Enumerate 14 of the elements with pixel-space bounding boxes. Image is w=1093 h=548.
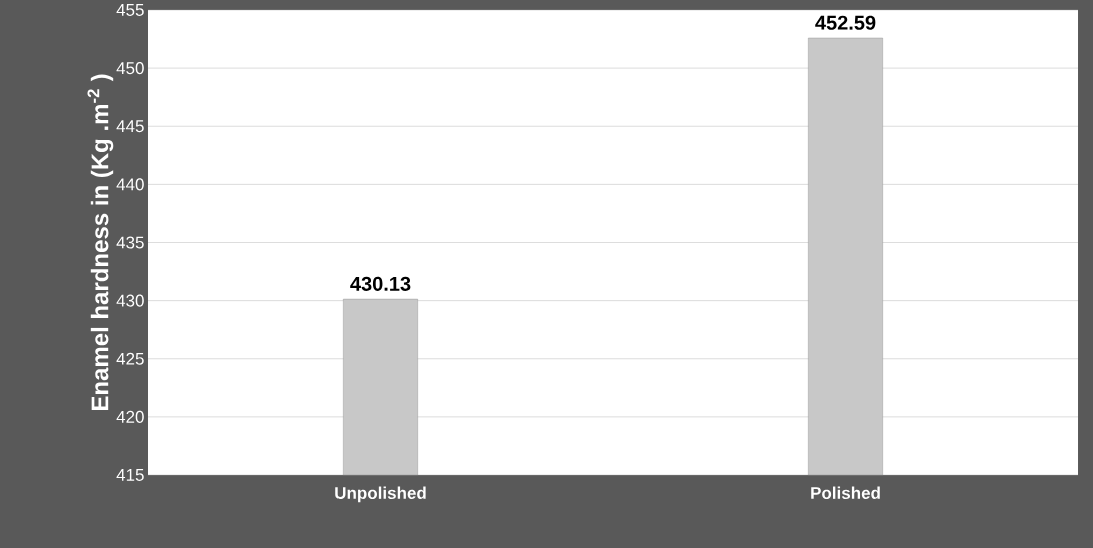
y-tick-label: 420	[116, 410, 144, 423]
y-tick-label: 430	[116, 294, 144, 307]
data-label: 430.13	[350, 276, 411, 291]
x-tick-label: Unpolished	[335, 486, 426, 503]
y-tick-label: 425	[116, 352, 144, 365]
y-tick-label: 415	[116, 469, 144, 481]
x-tick-label: Polished	[811, 486, 880, 500]
y-tick-label: 435	[116, 236, 144, 249]
y-tick-label: 440	[116, 178, 144, 191]
y-axis-title: Enamel hardness in (Kg .m$^{-2}$ )	[87, 74, 114, 410]
y-tick-label: 455	[116, 4, 144, 16]
y-tick-label: 445	[116, 120, 144, 133]
y-tick-label: 450	[116, 62, 144, 75]
data-label: 452.59	[815, 15, 876, 30]
